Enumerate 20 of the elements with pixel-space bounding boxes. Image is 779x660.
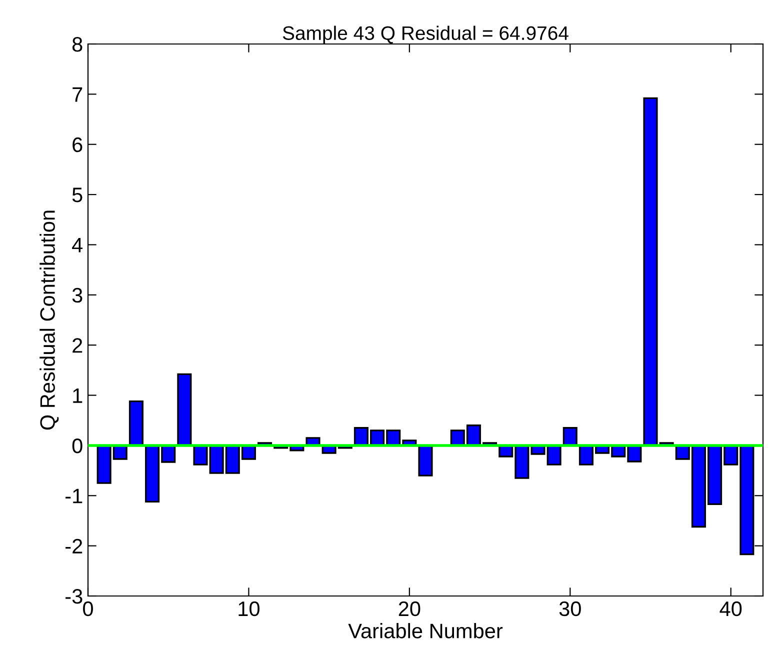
x-tick-label: 0 xyxy=(83,601,93,616)
y-tick-label: 5 xyxy=(72,188,82,202)
y-tick-label: 3 xyxy=(72,288,82,303)
y-tick-label: 8 xyxy=(72,37,82,52)
y-tick-label: 1 xyxy=(73,388,82,403)
x-tick-label: 40 xyxy=(720,601,742,616)
y-axis-title: Q Residual Contribution xyxy=(40,210,59,430)
y-tick-label: 2 xyxy=(72,338,82,353)
x-tick-label: 20 xyxy=(398,601,420,616)
x-tick-label: 30 xyxy=(559,601,581,616)
y-tick-label: 7 xyxy=(72,87,82,102)
x-tick-label: 10 xyxy=(238,601,260,616)
x-axis-title: Variable Number xyxy=(348,623,503,638)
y-tick-label: 0 xyxy=(72,438,82,454)
y-tick-label: -3 xyxy=(66,589,82,604)
y-tick-label: 4 xyxy=(72,238,83,252)
y-tick-label: 6 xyxy=(72,137,82,152)
y-tick-label: -2 xyxy=(66,538,82,554)
y-tick-label: -1 xyxy=(66,488,82,504)
chart-title: Sample 43 Q Residual = 64.9764 xyxy=(282,26,568,44)
